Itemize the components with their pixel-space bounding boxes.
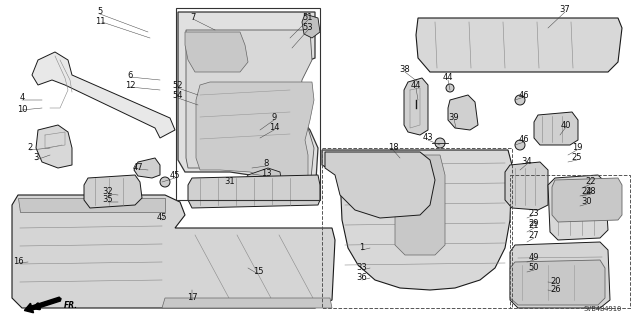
Polygon shape (244, 168, 282, 190)
Text: 20: 20 (551, 277, 561, 286)
Text: 50: 50 (529, 263, 540, 272)
Polygon shape (185, 32, 248, 72)
Bar (322, 148, 512, 308)
Text: 40: 40 (561, 121, 572, 130)
Text: 13: 13 (260, 169, 271, 179)
Text: 11: 11 (95, 18, 105, 26)
Text: 22: 22 (586, 177, 596, 187)
Circle shape (515, 95, 525, 105)
Text: 1: 1 (360, 243, 365, 253)
Text: 21: 21 (529, 221, 540, 231)
Text: 24: 24 (582, 188, 592, 197)
Circle shape (153, 213, 163, 223)
Text: 39: 39 (449, 113, 460, 122)
Text: 47: 47 (132, 162, 143, 172)
Text: 45: 45 (157, 213, 167, 222)
Text: 5: 5 (97, 8, 102, 17)
Text: 23: 23 (529, 209, 540, 218)
Text: 38: 38 (399, 65, 410, 75)
Text: 33: 33 (356, 263, 367, 272)
Text: 46: 46 (518, 91, 529, 100)
Text: 7: 7 (190, 12, 196, 21)
Ellipse shape (490, 22, 545, 54)
Polygon shape (84, 175, 142, 208)
Text: 28: 28 (586, 188, 596, 197)
Text: 53: 53 (303, 24, 314, 33)
Circle shape (411, 107, 421, 117)
Polygon shape (510, 260, 605, 305)
Text: 37: 37 (559, 5, 570, 14)
Polygon shape (395, 155, 445, 255)
Polygon shape (186, 30, 314, 188)
Text: 44: 44 (443, 73, 453, 83)
Circle shape (446, 84, 454, 92)
Polygon shape (302, 14, 320, 38)
Text: 35: 35 (102, 196, 113, 204)
Polygon shape (505, 162, 548, 210)
Text: 49: 49 (529, 254, 540, 263)
Text: 43: 43 (422, 133, 433, 143)
Text: 31: 31 (225, 177, 236, 187)
Polygon shape (404, 78, 428, 135)
Text: 12: 12 (125, 80, 135, 90)
Polygon shape (448, 95, 478, 130)
Text: 36: 36 (356, 273, 367, 283)
Text: 14: 14 (269, 123, 279, 132)
Text: 17: 17 (187, 293, 197, 302)
Polygon shape (188, 175, 320, 208)
Text: 34: 34 (522, 158, 532, 167)
Text: 15: 15 (253, 268, 263, 277)
Ellipse shape (554, 24, 600, 52)
Circle shape (515, 140, 525, 150)
Text: 19: 19 (572, 144, 582, 152)
Text: 3: 3 (33, 153, 38, 162)
Polygon shape (162, 298, 332, 308)
Polygon shape (325, 152, 435, 218)
Text: 9: 9 (271, 114, 276, 122)
Polygon shape (534, 112, 578, 145)
Text: 44: 44 (411, 81, 421, 91)
Text: 6: 6 (127, 70, 132, 79)
Circle shape (160, 177, 170, 187)
Circle shape (435, 138, 445, 148)
Text: SVB4B4910: SVB4B4910 (584, 306, 622, 312)
FancyArrow shape (24, 297, 61, 313)
Text: 10: 10 (17, 106, 28, 115)
Text: 51: 51 (303, 13, 313, 23)
Text: 30: 30 (582, 197, 592, 206)
Text: 52: 52 (173, 81, 183, 91)
Bar (510, 175, 630, 308)
Text: 29: 29 (529, 219, 540, 227)
Polygon shape (552, 178, 622, 222)
Ellipse shape (435, 28, 475, 56)
Polygon shape (18, 198, 165, 212)
Text: 26: 26 (550, 286, 561, 294)
Text: 32: 32 (102, 188, 113, 197)
Polygon shape (12, 195, 335, 308)
Text: 8: 8 (263, 160, 269, 168)
Text: 18: 18 (388, 144, 398, 152)
Polygon shape (510, 242, 610, 308)
Polygon shape (548, 175, 608, 240)
Polygon shape (134, 158, 160, 178)
Bar (176, 8, 320, 200)
Text: 16: 16 (13, 256, 23, 265)
Text: 54: 54 (173, 92, 183, 100)
Text: 27: 27 (529, 232, 540, 241)
Text: 25: 25 (572, 153, 582, 162)
Polygon shape (178, 12, 318, 196)
Polygon shape (32, 52, 175, 138)
Text: 4: 4 (19, 93, 24, 102)
Polygon shape (196, 82, 314, 188)
Polygon shape (416, 18, 622, 72)
Polygon shape (322, 150, 512, 290)
Text: 45: 45 (170, 172, 180, 181)
Text: 2: 2 (28, 144, 33, 152)
Text: 46: 46 (518, 136, 529, 145)
Text: FR.: FR. (64, 301, 78, 310)
Polygon shape (36, 125, 72, 168)
